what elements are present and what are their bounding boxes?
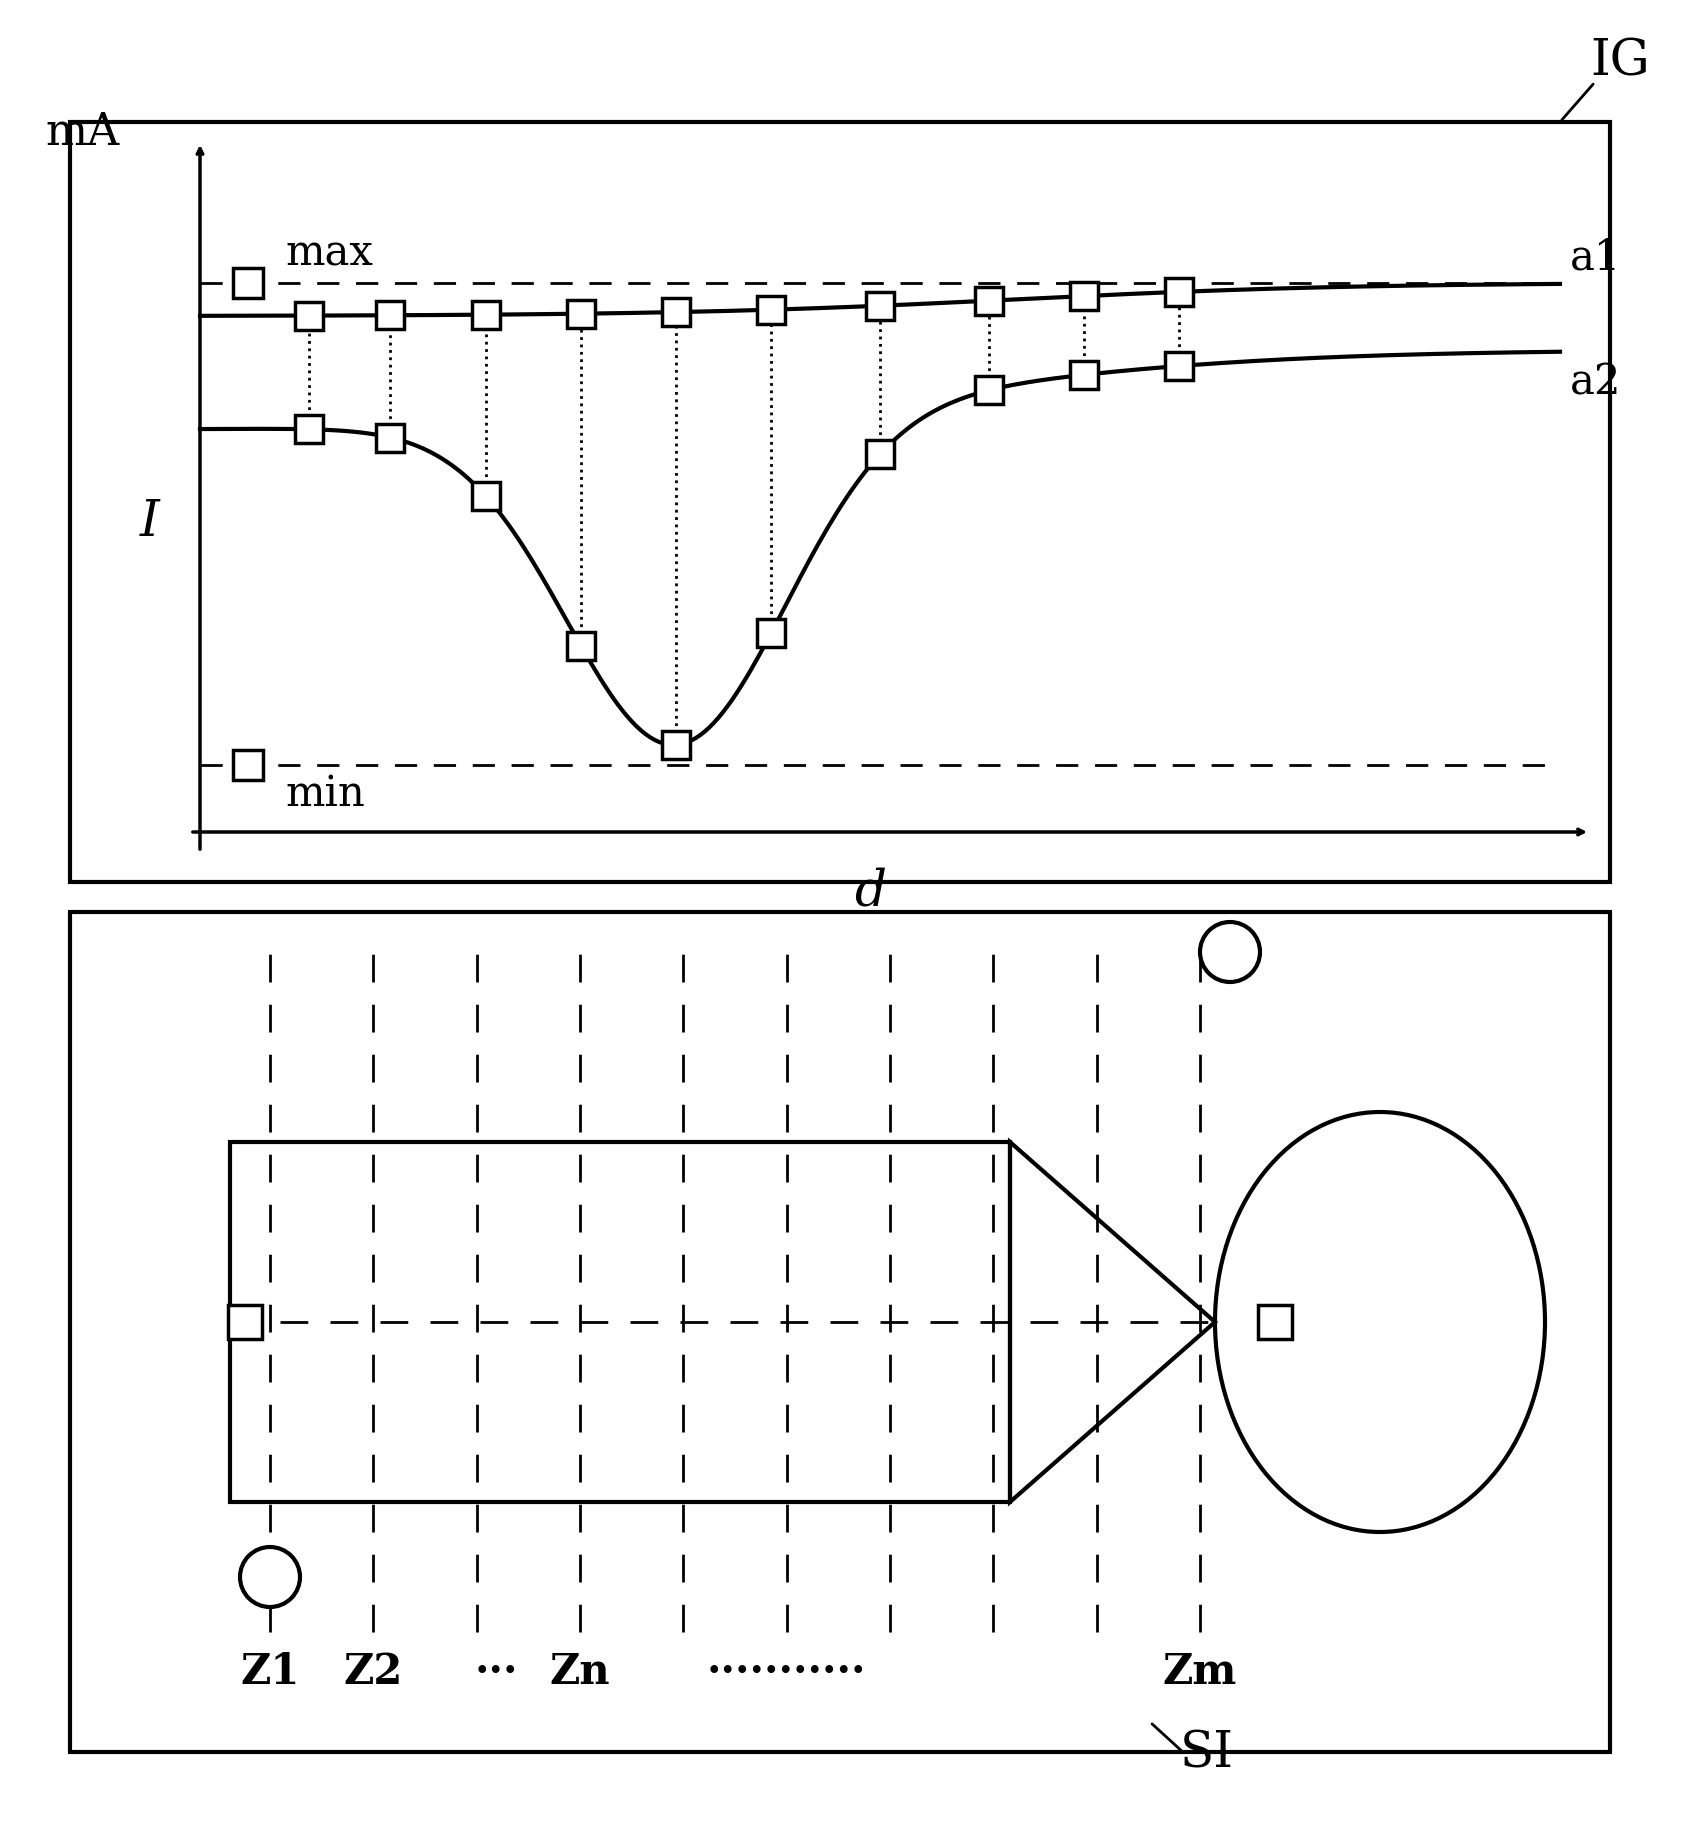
- Text: IG: IG: [1589, 36, 1649, 87]
- Bar: [1070, 361, 1097, 388]
- Bar: [70, 122, 1610, 882]
- Bar: [1165, 352, 1192, 381]
- Bar: [662, 731, 689, 758]
- Circle shape: [239, 1547, 301, 1607]
- Text: max: max: [285, 233, 372, 275]
- Ellipse shape: [1214, 1111, 1543, 1532]
- Bar: [295, 302, 323, 330]
- Bar: [377, 423, 404, 452]
- Bar: [70, 913, 1610, 1753]
- Bar: [866, 441, 893, 468]
- Text: Z2: Z2: [343, 1651, 402, 1693]
- Bar: [472, 301, 499, 328]
- Bar: [233, 268, 263, 297]
- Bar: [1257, 1305, 1290, 1339]
- Text: I: I: [139, 497, 160, 547]
- Text: SI: SI: [1180, 1729, 1233, 1778]
- Bar: [662, 299, 689, 326]
- Bar: [1070, 282, 1097, 310]
- Text: ···········: ···········: [706, 1651, 866, 1693]
- Bar: [233, 751, 263, 780]
- Text: min: min: [285, 773, 365, 814]
- Text: a1: a1: [1569, 237, 1620, 279]
- Bar: [757, 619, 784, 647]
- Bar: [567, 632, 594, 660]
- Bar: [229, 1142, 1009, 1501]
- Circle shape: [1199, 922, 1260, 982]
- Bar: [567, 299, 594, 328]
- Bar: [472, 483, 499, 510]
- Text: Z1: Z1: [239, 1651, 299, 1693]
- Bar: [975, 377, 1002, 404]
- Bar: [866, 292, 893, 319]
- Bar: [757, 295, 784, 324]
- Bar: [228, 1305, 261, 1339]
- Text: ···: ···: [475, 1651, 518, 1693]
- Bar: [377, 301, 404, 330]
- Text: mA: mA: [46, 111, 121, 153]
- Text: Zn: Zn: [550, 1651, 610, 1693]
- Text: d: d: [854, 867, 885, 916]
- Text: Zm: Zm: [1161, 1651, 1236, 1693]
- Bar: [1165, 279, 1192, 306]
- Bar: [975, 286, 1002, 315]
- Text: a2: a2: [1569, 363, 1620, 404]
- Bar: [295, 415, 323, 443]
